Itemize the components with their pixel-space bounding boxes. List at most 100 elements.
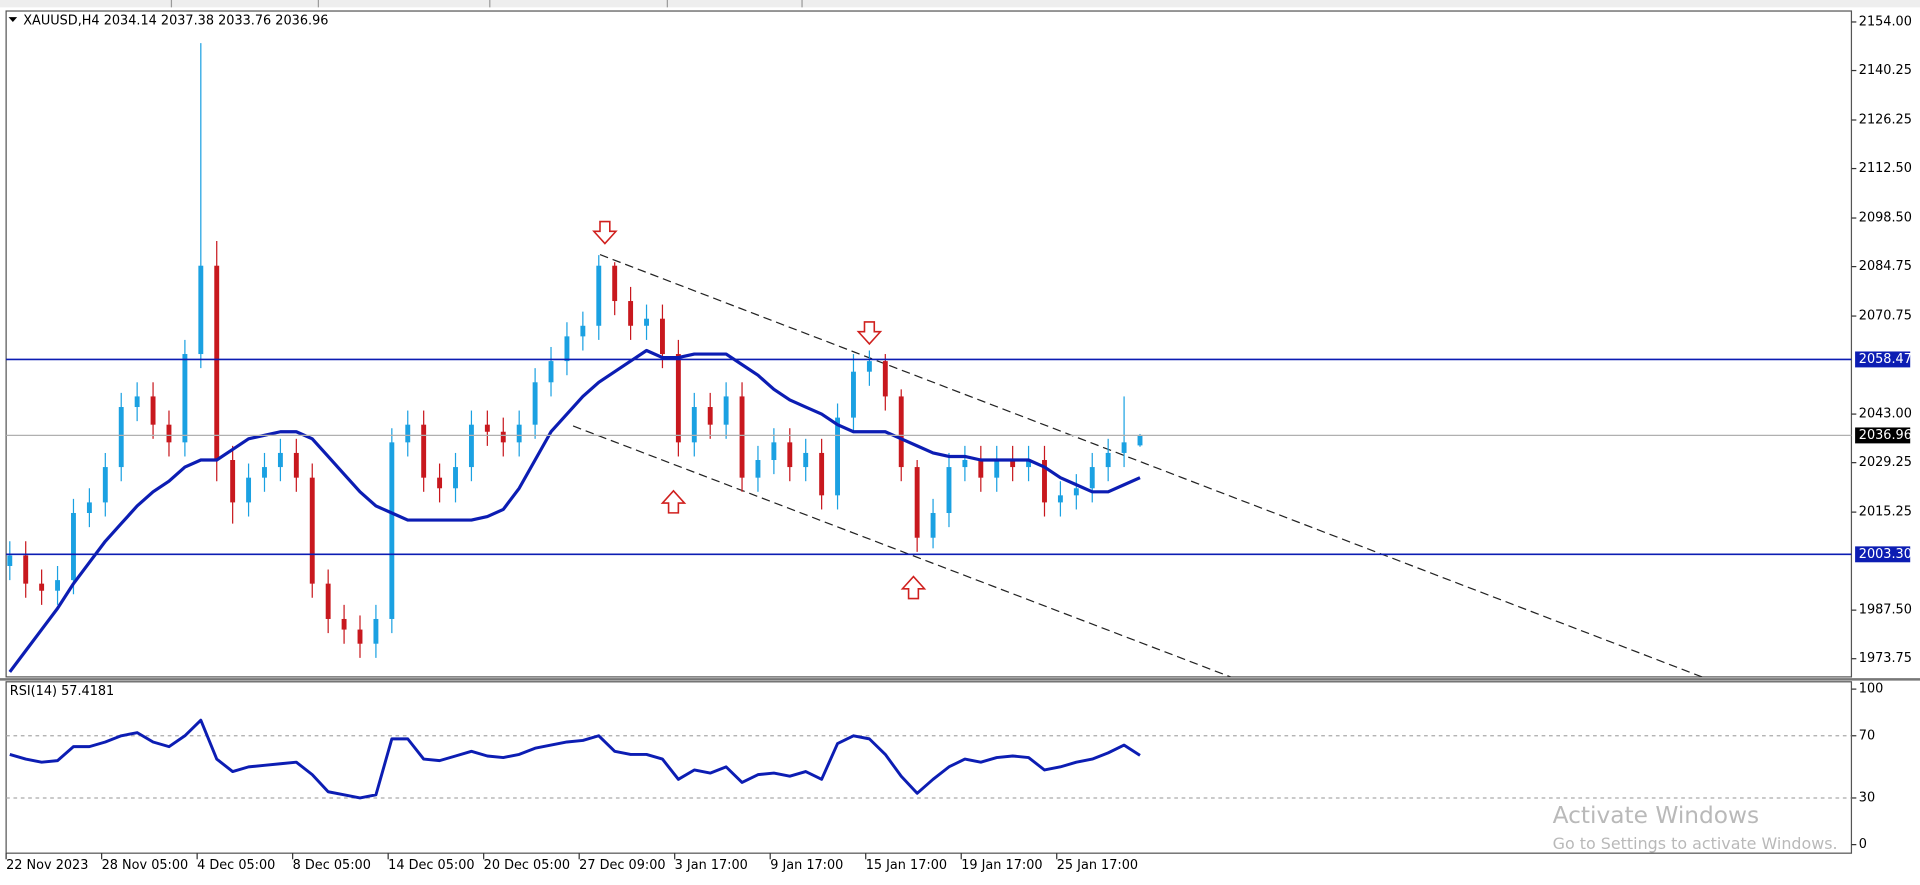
candle-body (548, 361, 554, 383)
level-label-bg (1855, 546, 1911, 563)
candle-body (23, 555, 29, 584)
candle-body (644, 318, 649, 326)
candle-body (341, 618, 347, 630)
candle-body (930, 512, 936, 538)
x-tick-label: 22 Nov 2023 (6, 858, 88, 873)
collapse-icon[interactable] (8, 17, 18, 23)
candle-body (723, 396, 729, 425)
y-tick-label: 0 (1859, 837, 1867, 852)
current-price-label-bg (1855, 427, 1911, 444)
candle-body (819, 452, 825, 496)
candle-body (166, 424, 172, 443)
candle-body (946, 467, 952, 513)
candle-body (468, 424, 474, 468)
level-label-bg (1855, 351, 1911, 368)
candle-body (564, 336, 570, 362)
down-arrow (856, 321, 883, 346)
candle-body (262, 467, 267, 478)
candle-body (771, 442, 777, 461)
candle-body (437, 477, 443, 489)
candle-body (739, 396, 745, 478)
x-tick-label: 28 Nov 05:00 (102, 858, 189, 873)
candle-body (309, 477, 315, 584)
candle-body (214, 265, 220, 461)
candle-body (1073, 488, 1079, 496)
candle-body (325, 583, 331, 619)
x-tick-label: 27 Dec 09:00 (579, 858, 665, 873)
candle-body (851, 371, 856, 418)
candle-body (7, 555, 13, 566)
y-tick-label: 2015.25 (1859, 505, 1912, 520)
x-tick-label: 4 Dec 05:00 (197, 858, 275, 873)
candle-body (898, 396, 904, 468)
up-arrow (900, 575, 927, 600)
watermark-text: Go to Settings to activate Windows. (1553, 834, 1838, 853)
candle-body (55, 580, 60, 591)
trend-channel (572, 254, 1703, 677)
candle-body (962, 460, 968, 468)
candle-body (755, 460, 761, 478)
x-tick-label: 3 Jan 17:00 (675, 858, 748, 873)
candle-body (882, 361, 888, 397)
tab-dividers (170, 0, 803, 8)
y-tick-label: 2084.75 (1859, 259, 1912, 274)
candle-body (293, 452, 299, 478)
y-tick-label: 100 (1859, 682, 1884, 697)
candle-body (580, 325, 586, 337)
tab-strip (0, 0, 1920, 8)
candle-body (660, 318, 665, 355)
y-tick-label: 2112.50 (1859, 161, 1912, 176)
upper-trendline (599, 254, 1703, 677)
x-tick-label: 14 Dec 05:00 (388, 858, 474, 873)
y-tick-label: 1987.50 (1859, 603, 1912, 618)
y-tick-label: 70 (1859, 728, 1875, 743)
main-panel-border (5, 10, 1853, 678)
candle-body (277, 452, 283, 468)
y-tick-label: 30 (1859, 790, 1875, 805)
candle-body (198, 265, 204, 355)
candle-body (118, 407, 124, 468)
candle-body (787, 442, 793, 468)
candle-body (835, 417, 840, 496)
candle-body (612, 265, 618, 302)
candle-body (405, 424, 411, 443)
x-tick-label: 15 Jan 17:00 (866, 858, 947, 873)
candle-body (71, 512, 76, 581)
rsi-panel-border (5, 681, 1853, 854)
y-tick-label: 2043.00 (1859, 407, 1912, 422)
arrows (592, 220, 927, 600)
candle-body (1026, 460, 1032, 468)
candle-body (150, 396, 156, 425)
candle-body (39, 583, 45, 591)
up-arrow (660, 489, 687, 514)
candle-body (628, 301, 634, 326)
candle-body (421, 424, 427, 478)
candle-body (230, 460, 236, 503)
candle-body (707, 407, 713, 425)
candle-body (1105, 452, 1111, 468)
candle-body (453, 467, 458, 489)
lower-trendline (572, 425, 1231, 677)
candle-body (866, 361, 872, 372)
current-price-label: 2036.96 (1859, 428, 1912, 443)
candle-body (691, 407, 697, 443)
candle-body (675, 354, 681, 443)
y-tick-label: 2140.25 (1859, 63, 1912, 78)
candle-body (1010, 460, 1016, 468)
candles (7, 43, 1143, 673)
y-tick-label: 2070.75 (1859, 309, 1912, 324)
x-tick-label: 19 Jan 17:00 (961, 858, 1042, 873)
candle-body (532, 382, 538, 425)
candle-body (389, 442, 395, 619)
candle-body (102, 467, 108, 503)
down-arrow (592, 220, 618, 245)
x-tick-label: 8 Dec 05:00 (293, 858, 371, 873)
candle-body (373, 618, 379, 644)
candle-body (994, 460, 1000, 478)
candle-body (1042, 460, 1047, 503)
candle-body (500, 431, 506, 443)
candle-body (596, 265, 602, 326)
chart-header: XAUUSD,H4 2034.14 2037.38 2033.76 2036.9… (23, 13, 328, 28)
